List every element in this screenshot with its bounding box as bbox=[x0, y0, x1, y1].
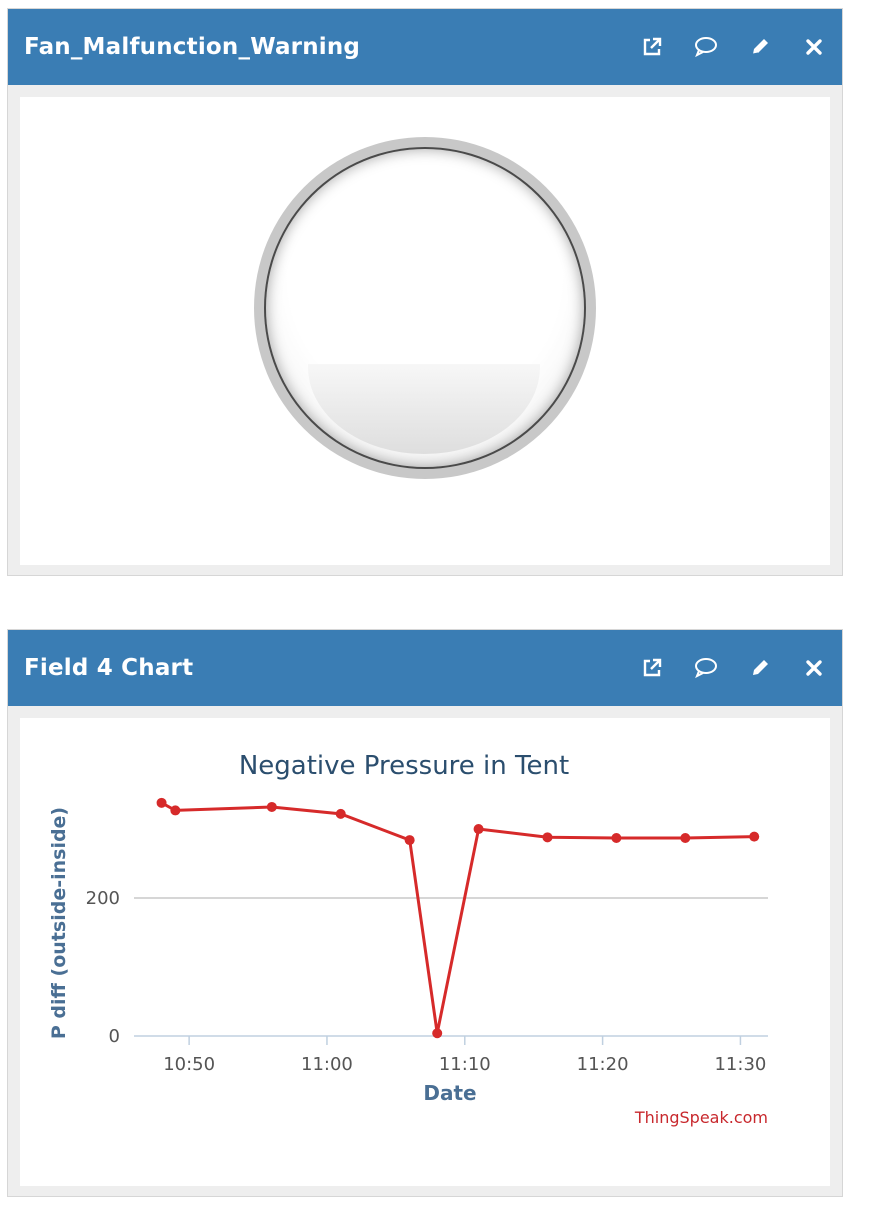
chart-panel: Negative Pressure in Tent 10:50 11:00 11:1… bbox=[20, 718, 830, 1186]
data-point[interactable] bbox=[170, 805, 181, 816]
data-point[interactable] bbox=[266, 801, 277, 812]
y-axis-label: P diff (outside-inside) bbox=[48, 807, 70, 1039]
external-link-icon[interactable] bbox=[640, 35, 664, 59]
pencil-icon[interactable] bbox=[748, 656, 772, 680]
pencil-icon[interactable] bbox=[748, 35, 772, 59]
data-point[interactable] bbox=[542, 832, 553, 843]
x-tick-label: 11:30 bbox=[714, 1054, 766, 1075]
data-point[interactable] bbox=[611, 833, 622, 844]
y-tick-label: 0 bbox=[109, 1026, 120, 1047]
x-tick-label: 10:50 bbox=[163, 1054, 215, 1075]
comment-icon[interactable] bbox=[694, 656, 718, 680]
x-tick-label: 11:20 bbox=[577, 1054, 629, 1075]
data-point[interactable] bbox=[473, 824, 484, 835]
warning-lamp bbox=[254, 137, 596, 479]
data-point[interactable] bbox=[156, 797, 167, 808]
close-icon[interactable] bbox=[802, 35, 826, 59]
data-point[interactable] bbox=[404, 835, 415, 846]
x-axis-label: Date bbox=[423, 1081, 476, 1105]
close-icon[interactable] bbox=[802, 656, 826, 680]
widget-header: Fan_Malfunction_Warning bbox=[8, 9, 842, 85]
fan-warning-widget: Fan_Malfunction_Warning bbox=[7, 8, 843, 576]
y-tick-label: 200 bbox=[86, 888, 120, 909]
x-tick-label: 11:10 bbox=[439, 1054, 491, 1075]
lamp-panel bbox=[20, 97, 830, 565]
series-line bbox=[160, 801, 755, 1034]
widget-title: Field 4 Chart bbox=[24, 655, 194, 681]
external-link-icon[interactable] bbox=[640, 656, 664, 680]
comment-icon[interactable] bbox=[694, 35, 718, 59]
data-point[interactable] bbox=[680, 833, 691, 844]
chart-title: Negative Pressure in Tent bbox=[239, 751, 569, 781]
data-point[interactable] bbox=[432, 1028, 443, 1039]
field-4-chart-widget: Field 4 Chart Negative Pressure in Tent … bbox=[7, 629, 843, 1197]
widget-title: Fan_Malfunction_Warning bbox=[24, 34, 361, 60]
x-tick-label: 11:00 bbox=[301, 1054, 353, 1075]
data-point[interactable] bbox=[749, 831, 760, 842]
data-point[interactable] bbox=[335, 808, 346, 819]
pressure-chart: Negative Pressure in Tent 10:50 11:00 11:1… bbox=[48, 751, 768, 1127]
widget-header: Field 4 Chart bbox=[8, 630, 842, 706]
thingspeak-credit-link[interactable]: ThingSpeak.com bbox=[634, 1108, 768, 1127]
